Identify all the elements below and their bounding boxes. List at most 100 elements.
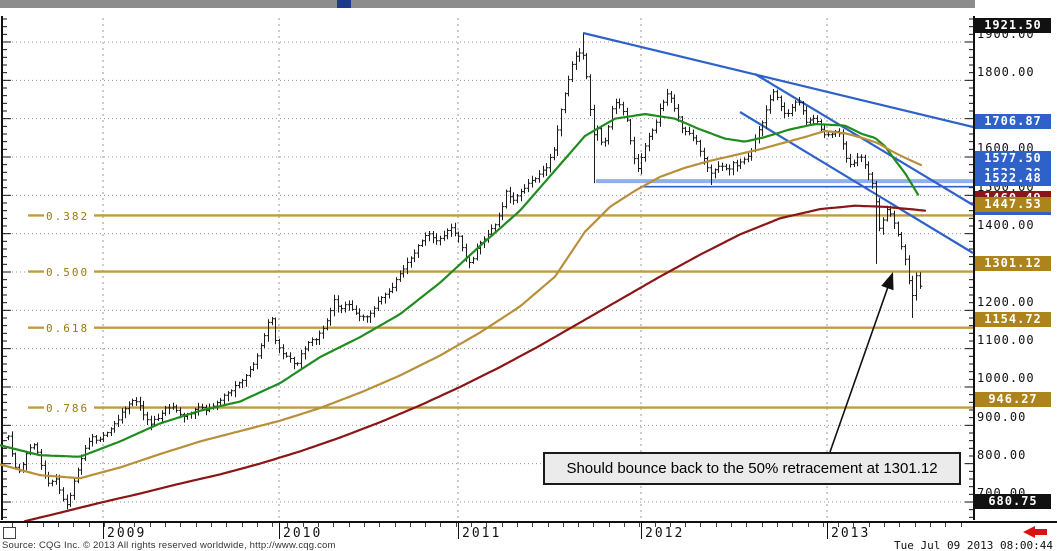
minor-time-tick <box>379 523 380 527</box>
price-label-highlight: 680.75 <box>975 493 1051 509</box>
price-label-highlight: 946.27 <box>975 392 1051 408</box>
minor-time-tick <box>89 523 90 527</box>
year-tick <box>279 523 280 539</box>
minor-time-tick <box>134 523 135 527</box>
ma-red[interactable] <box>23 204 927 521</box>
minor-time-tick <box>609 523 610 527</box>
chart-plot-area[interactable]: 0.382 0.500 0.618 0.786 <box>0 8 975 521</box>
price-label: 900.00 <box>977 409 1027 424</box>
price-scale[interactable]: 1900.00 1800.00 1600.00 1500.00 1400.00 1200.… <box>975 0 1057 521</box>
minor-time-tick <box>150 523 151 527</box>
minor-time-tick <box>73 523 74 527</box>
minor-time-tick <box>211 523 212 527</box>
ma-green[interactable] <box>0 112 920 458</box>
year-label-2009: 2009 <box>107 526 147 541</box>
minor-time-tick <box>456 523 457 527</box>
minor-time-tick <box>349 523 350 527</box>
minor-time-tick <box>364 523 365 527</box>
minor-time-tick <box>578 523 579 527</box>
minor-time-tick <box>700 523 701 527</box>
year-tick <box>458 523 459 539</box>
minor-time-tick <box>762 523 763 527</box>
minor-time-tick <box>731 523 732 527</box>
minor-time-tick <box>532 523 533 527</box>
scroll-left-arrow-icon[interactable] <box>1022 525 1048 539</box>
minor-time-tick <box>823 523 824 527</box>
minor-time-tick <box>517 523 518 527</box>
minor-time-tick <box>869 523 870 527</box>
minor-time-tick <box>624 523 625 527</box>
minor-time-tick <box>486 523 487 527</box>
minor-time-tick <box>471 523 472 527</box>
minor-time-tick <box>808 523 809 527</box>
minor-time-tick <box>43 523 44 527</box>
minor-time-tick <box>853 523 854 527</box>
minor-time-tick <box>287 523 288 527</box>
minor-time-tick <box>685 523 686 527</box>
fib-ratio-label: 0.382 <box>46 210 89 223</box>
minor-time-tick <box>58 523 59 527</box>
ohlc-bars <box>6 33 923 510</box>
minor-time-tick <box>180 523 181 527</box>
minor-time-tick <box>961 523 962 527</box>
minor-time-tick <box>502 523 503 527</box>
minor-time-tick <box>27 523 28 527</box>
window-top-tab <box>337 0 351 8</box>
year-tick <box>103 523 104 539</box>
minor-time-tick <box>12 523 13 527</box>
price-label-highlight: 1577.50 <box>975 151 1051 167</box>
minor-time-tick <box>915 523 916 527</box>
annotation-arrow-shaft[interactable] <box>829 283 890 453</box>
minor-time-tick <box>792 523 793 527</box>
minor-time-tick <box>395 523 396 527</box>
trendline-down-trend-from-2011-peak[interactable] <box>582 31 974 129</box>
minor-time-tick <box>548 523 549 527</box>
annotation-arrow-head[interactable] <box>881 272 894 291</box>
year-tick <box>827 523 828 539</box>
fib-ratio-label: 0.500 <box>46 266 89 279</box>
price-label: 800.00 <box>977 448 1027 463</box>
minor-time-tick <box>119 523 120 527</box>
price-label: 1000.00 <box>977 371 1035 386</box>
ma-tan[interactable] <box>0 129 923 480</box>
minor-time-tick <box>440 523 441 527</box>
minor-time-tick <box>563 523 564 527</box>
fib-label-bg <box>44 401 94 415</box>
fib-label-bg <box>44 321 94 335</box>
price-label-highlight: 1447.53 <box>975 197 1051 213</box>
minor-time-tick <box>257 523 258 527</box>
source-credit: Source: CQG Inc. © 2013 All rights reser… <box>2 540 336 551</box>
minor-time-tick <box>884 523 885 527</box>
scrollbar-thumb[interactable] <box>3 527 16 539</box>
minor-time-tick <box>333 523 334 527</box>
price-label-highlight: 1301.12 <box>975 256 1051 272</box>
year-label-2012: 2012 <box>645 526 685 541</box>
minor-time-tick <box>639 523 640 527</box>
price-label-highlight: 1154.72 <box>975 312 1051 328</box>
minor-time-tick <box>272 523 273 527</box>
fib-ratio-label: 0.618 <box>46 322 89 335</box>
trendline-channel-lower[interactable] <box>739 111 974 254</box>
year-label-2013: 2013 <box>831 526 871 541</box>
minor-time-tick <box>425 523 426 527</box>
minor-time-tick <box>104 523 105 527</box>
minor-time-tick <box>655 523 656 527</box>
minor-time-tick <box>196 523 197 527</box>
price-label-highlight: 1522.48 <box>975 171 1051 187</box>
minor-time-tick <box>777 523 778 527</box>
fib-label-bg <box>44 208 94 222</box>
timestamp: Tue Jul 09 2013 08:00:44 <box>894 539 1053 551</box>
price-label: 1400.00 <box>977 218 1035 233</box>
year-tick <box>641 523 642 539</box>
footer: Source: CQG Inc. © 2013 All rights reser… <box>0 539 1057 551</box>
annotation-text-box[interactable]: Should bounce back to the 50% retracemen… <box>543 452 961 485</box>
minor-time-tick <box>716 523 717 527</box>
time-axis[interactable]: 2009 2010 2011 2012 2013 <box>0 521 1057 541</box>
fib-ratio-label: 0.786 <box>46 402 89 415</box>
minor-time-tick <box>303 523 304 527</box>
price-label: 1800.00 <box>977 64 1035 79</box>
minor-time-tick <box>670 523 671 527</box>
minor-time-tick <box>746 523 747 527</box>
minor-time-tick <box>410 523 411 527</box>
